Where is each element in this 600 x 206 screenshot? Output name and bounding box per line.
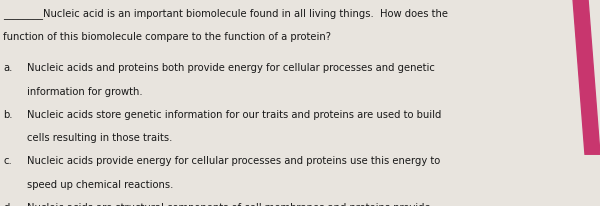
- Text: information for growth.: information for growth.: [27, 87, 143, 96]
- Polygon shape: [573, 0, 600, 154]
- Text: Nucleic acids and proteins both provide energy for cellular processes and geneti: Nucleic acids and proteins both provide …: [27, 63, 435, 73]
- Text: speed up chemical reactions.: speed up chemical reactions.: [27, 179, 173, 189]
- Text: cells resulting in those traits.: cells resulting in those traits.: [27, 133, 172, 143]
- Text: Nucleic acids provide energy for cellular processes and proteins use this energy: Nucleic acids provide energy for cellula…: [27, 155, 440, 165]
- Text: d.: d.: [3, 202, 13, 206]
- Text: Nucleic acids are structural components of cell membranes and proteins provide: Nucleic acids are structural components …: [27, 202, 431, 206]
- Text: c.: c.: [3, 155, 12, 165]
- Text: function of this biomolecule compare to the function of a protein?: function of this biomolecule compare to …: [3, 32, 331, 42]
- Text: Nucleic acids store genetic information for our traits and proteins are used to : Nucleic acids store genetic information …: [27, 109, 442, 119]
- Text: ________Nucleic acid is an important biomolecule found in all living things.  Ho: ________Nucleic acid is an important bio…: [3, 8, 448, 19]
- Text: a.: a.: [3, 63, 13, 73]
- Text: b.: b.: [3, 109, 13, 119]
